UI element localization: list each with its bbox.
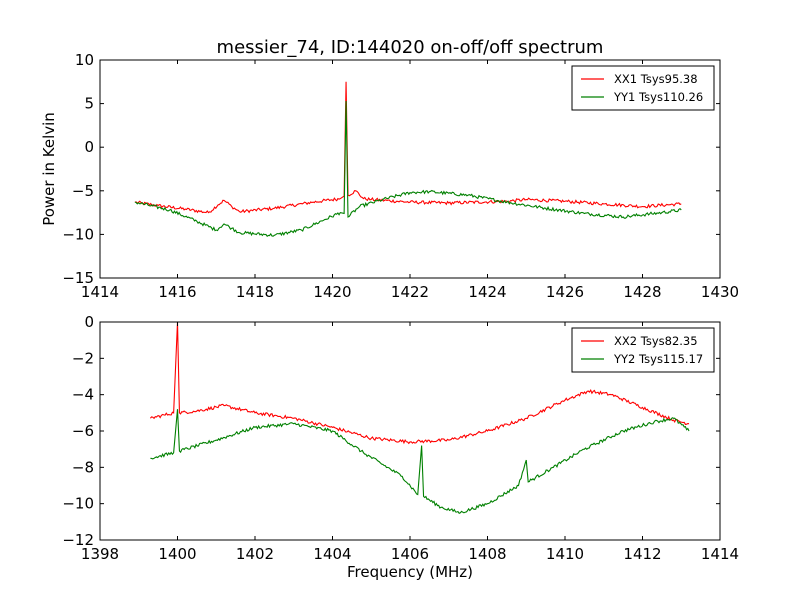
chart-title: messier_74, ID:144020 on-off/off spectru…: [217, 37, 604, 58]
y-tick-label: −15: [62, 269, 94, 287]
y-tick-label: 10: [75, 51, 94, 69]
x-tick-label: 1404: [313, 545, 351, 563]
y-tick-label: −10: [62, 495, 94, 513]
panel-1: 1414 1416 1418 1420 1422 1424 1426 1428 1430 10 5 0…: [62, 51, 739, 301]
x-tick-label: 1418: [236, 283, 274, 301]
legend: XX2 Tsys82.35 YY2 Tsys115.17: [571, 327, 715, 373]
y-axis-label: Power in Kelvin: [40, 112, 58, 226]
legend-label: XX1 Tsys95.38: [614, 72, 698, 86]
legend-box: [571, 327, 715, 373]
y-tick-label: −8: [72, 458, 94, 476]
x-tick-label: 1420: [313, 283, 351, 301]
x-tick-label: 1398: [81, 545, 119, 563]
x-tick-label: 1430: [701, 283, 739, 301]
x-tick-label: 1414: [81, 283, 119, 301]
x-tick-label: 1422: [391, 283, 429, 301]
legend: XX1 Tsys95.38 YY1 Tsys110.26: [571, 65, 715, 111]
y-tick-label: −4: [72, 386, 94, 404]
y-tick-label: −5: [72, 182, 94, 200]
x-axis-label: Frequency (MHz): [347, 563, 473, 581]
series-line-yy2: [150, 409, 690, 514]
y-tick-label: −2: [72, 349, 94, 367]
y-tick-label: −6: [72, 422, 94, 440]
y-tick-label: −10: [62, 225, 94, 243]
series-line-yy1: [134, 100, 682, 238]
x-tick-label: 1416: [158, 283, 196, 301]
y-tick-label: −12: [62, 531, 94, 549]
x-tick-label: 1414: [701, 545, 739, 563]
x-tick-label: 1402: [236, 545, 274, 563]
panel-2: 1398 1400 1402 1404 1406 1408 1410 1412 1414 0 −2 −…: [62, 313, 739, 563]
series-line-xx1: [134, 81, 682, 214]
x-tick-label: 1428: [623, 283, 661, 301]
legend-label: XX2 Tsys82.35: [614, 334, 698, 348]
x-tick-label: 1406: [391, 545, 429, 563]
x-tick-label: 1412: [623, 545, 661, 563]
x-tick-label: 1408: [468, 545, 506, 563]
y-tick-label: 5: [84, 95, 94, 113]
legend-box: [571, 65, 715, 111]
x-tick-label: 1400: [158, 545, 196, 563]
legend-label: YY1 Tsys110.26: [613, 90, 703, 104]
y-tick-label: 0: [84, 138, 94, 156]
y-tick-label: 0: [84, 313, 94, 331]
x-tick-label: 1410: [546, 545, 584, 563]
x-tick-label: 1424: [468, 283, 506, 301]
x-tick-label: 1426: [546, 283, 584, 301]
legend-label: YY2 Tsys115.17: [613, 352, 703, 366]
series-line-xx2: [149, 322, 690, 445]
